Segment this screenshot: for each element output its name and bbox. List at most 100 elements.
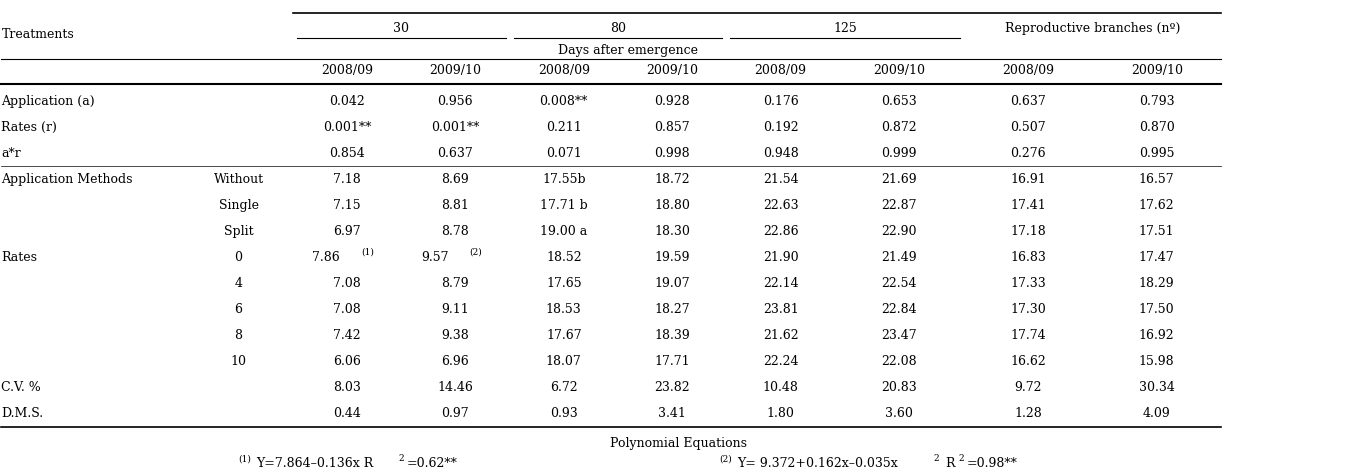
Text: 22.63: 22.63	[763, 199, 799, 212]
Text: 23.47: 23.47	[881, 329, 917, 342]
Text: Y= 9.372+0.162x–0.035x: Y= 9.372+0.162x–0.035x	[737, 457, 898, 467]
Text: 6.97: 6.97	[333, 225, 361, 238]
Text: 22.24: 22.24	[763, 355, 799, 368]
Text: 21.90: 21.90	[763, 251, 799, 264]
Text: 2008/09: 2008/09	[1002, 64, 1054, 77]
Text: (1): (1)	[361, 248, 373, 257]
Text: 7.08: 7.08	[333, 303, 361, 316]
Text: 22.14: 22.14	[763, 277, 799, 290]
Text: 9.72: 9.72	[1014, 381, 1042, 394]
Text: 0.001**: 0.001**	[432, 121, 479, 134]
Text: 0: 0	[235, 251, 243, 264]
Text: 17.62: 17.62	[1139, 199, 1175, 212]
Text: 14.46: 14.46	[437, 381, 474, 394]
Text: 16.92: 16.92	[1139, 329, 1175, 342]
Text: 17.65: 17.65	[546, 277, 581, 290]
Text: 4.09: 4.09	[1143, 407, 1171, 420]
Text: 8.69: 8.69	[441, 173, 470, 186]
Text: 0.956: 0.956	[437, 95, 473, 108]
Text: 0.637: 0.637	[1010, 95, 1046, 108]
Text: 0.042: 0.042	[329, 95, 365, 108]
Text: 22.86: 22.86	[763, 225, 799, 238]
Text: 16.91: 16.91	[1010, 173, 1046, 186]
Text: Days after emergence: Days after emergence	[558, 44, 698, 57]
Text: 2009/10: 2009/10	[646, 64, 698, 77]
Text: Reproductive branches (nº): Reproductive branches (nº)	[1005, 22, 1180, 35]
Text: 7.08: 7.08	[333, 277, 361, 290]
Text: 22.87: 22.87	[881, 199, 917, 212]
Text: 2009/10: 2009/10	[873, 64, 925, 77]
Text: 20.83: 20.83	[881, 381, 917, 394]
Text: Without: Without	[213, 173, 263, 186]
Text: 21.69: 21.69	[881, 173, 917, 186]
Text: a*r: a*r	[1, 147, 22, 160]
Text: 0.928: 0.928	[655, 95, 690, 108]
Text: 6.72: 6.72	[550, 381, 577, 394]
Text: 0.008**: 0.008**	[539, 95, 588, 108]
Text: 0.97: 0.97	[441, 407, 470, 420]
Text: 30: 30	[394, 22, 409, 35]
Text: 0.211: 0.211	[546, 121, 581, 134]
Text: Split: Split	[224, 225, 254, 238]
Text: C.V. %: C.V. %	[1, 381, 41, 394]
Text: (1): (1)	[239, 454, 251, 463]
Text: 125: 125	[834, 22, 857, 35]
Text: 0.93: 0.93	[550, 407, 577, 420]
Text: =0.62**: =0.62**	[406, 457, 458, 467]
Text: Rates: Rates	[1, 251, 38, 264]
Text: 10: 10	[231, 355, 247, 368]
Text: 0.192: 0.192	[763, 121, 799, 134]
Text: 80: 80	[610, 22, 626, 35]
Text: 0.44: 0.44	[333, 407, 361, 420]
Text: 1.28: 1.28	[1014, 407, 1042, 420]
Text: 17.41: 17.41	[1010, 199, 1046, 212]
Text: 23.81: 23.81	[763, 303, 799, 316]
Text: 17.67: 17.67	[546, 329, 581, 342]
Text: 0.870: 0.870	[1139, 121, 1175, 134]
Text: 2: 2	[959, 454, 964, 463]
Text: 0.872: 0.872	[881, 121, 917, 134]
Text: 19.59: 19.59	[655, 251, 690, 264]
Text: 18.29: 18.29	[1139, 277, 1175, 290]
Text: 8.78: 8.78	[441, 225, 470, 238]
Text: 0.637: 0.637	[437, 147, 474, 160]
Text: 16.62: 16.62	[1010, 355, 1046, 368]
Text: 22.08: 22.08	[881, 355, 917, 368]
Text: 30.34: 30.34	[1139, 381, 1175, 394]
Text: 2: 2	[934, 454, 940, 463]
Text: 9.38: 9.38	[441, 329, 470, 342]
Text: Treatments: Treatments	[1, 28, 75, 42]
Text: 6.96: 6.96	[441, 355, 470, 368]
Text: 17.33: 17.33	[1010, 277, 1046, 290]
Text: 0.276: 0.276	[1010, 147, 1046, 160]
Text: Rates (r): Rates (r)	[1, 121, 57, 134]
Text: Single: Single	[219, 199, 258, 212]
Text: 2008/09: 2008/09	[320, 64, 373, 77]
Text: 1.80: 1.80	[767, 407, 794, 420]
Text: 7.42: 7.42	[333, 329, 361, 342]
Text: 16.57: 16.57	[1139, 173, 1175, 186]
Text: 22.84: 22.84	[881, 303, 917, 316]
Text: 7.86: 7.86	[312, 251, 341, 264]
Text: 8: 8	[235, 329, 243, 342]
Text: =0.98**: =0.98**	[967, 457, 1017, 467]
Text: 17.47: 17.47	[1139, 251, 1175, 264]
Text: 0.653: 0.653	[881, 95, 917, 108]
Text: 0.999: 0.999	[881, 147, 917, 160]
Text: 19.00 a: 19.00 a	[540, 225, 588, 238]
Text: 7.15: 7.15	[333, 199, 361, 212]
Text: 0.995: 0.995	[1139, 147, 1175, 160]
Text: Polynomial Equations: Polynomial Equations	[611, 437, 747, 450]
Text: 17.74: 17.74	[1010, 329, 1046, 342]
Text: 4: 4	[235, 277, 243, 290]
Text: 0.998: 0.998	[655, 147, 690, 160]
Text: 21.54: 21.54	[763, 173, 799, 186]
Text: 19.07: 19.07	[655, 277, 690, 290]
Text: 17.71: 17.71	[655, 355, 690, 368]
Text: 0.001**: 0.001**	[323, 121, 371, 134]
Text: Application (a): Application (a)	[1, 95, 95, 108]
Text: 17.50: 17.50	[1139, 303, 1175, 316]
Text: 8.79: 8.79	[441, 277, 470, 290]
Text: 23.82: 23.82	[655, 381, 690, 394]
Text: 3.41: 3.41	[659, 407, 686, 420]
